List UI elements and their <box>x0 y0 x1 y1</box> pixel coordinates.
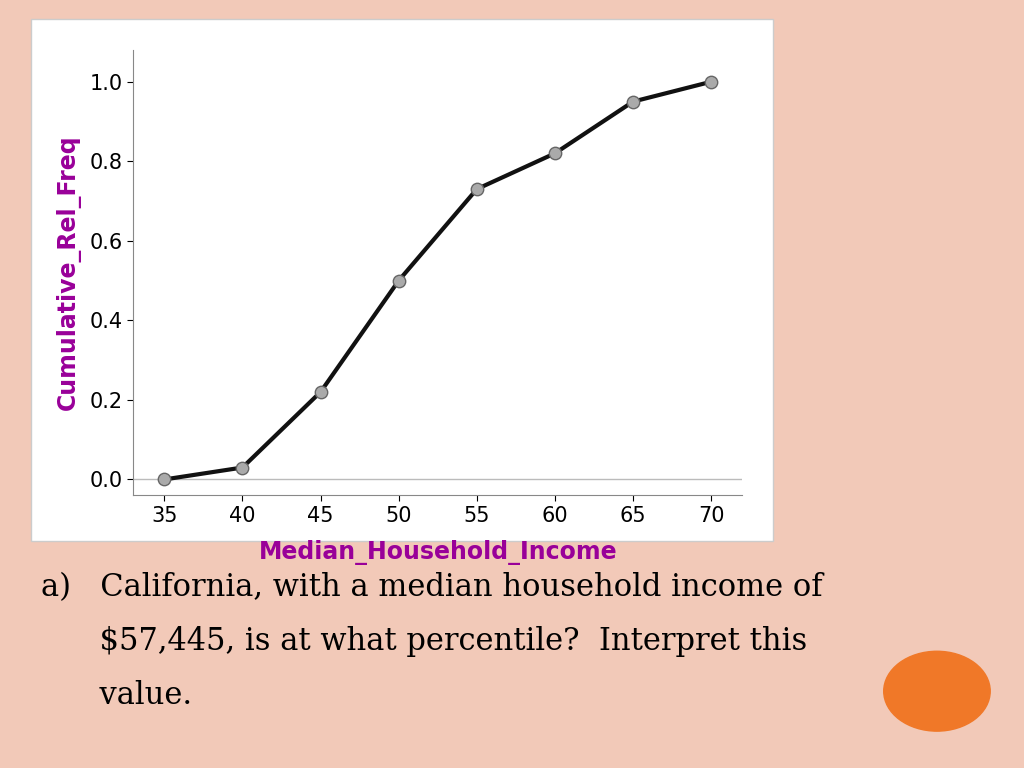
Point <box>390 274 407 286</box>
X-axis label: Median_Household_Income: Median_Household_Income <box>258 540 617 564</box>
Point <box>469 183 485 195</box>
Point <box>234 462 251 474</box>
Y-axis label: Cumulative_Rel_Freq: Cumulative_Rel_Freq <box>56 135 81 410</box>
Point <box>702 75 719 88</box>
Point <box>157 473 173 485</box>
Text: value.: value. <box>41 680 193 710</box>
Point <box>312 386 329 398</box>
Point <box>547 147 563 160</box>
Text: $57,445, is at what percentile?  Interpret this: $57,445, is at what percentile? Interpre… <box>41 626 807 657</box>
Point <box>625 95 641 108</box>
Text: a)   California, with a median household income of: a) California, with a median household i… <box>41 572 822 603</box>
